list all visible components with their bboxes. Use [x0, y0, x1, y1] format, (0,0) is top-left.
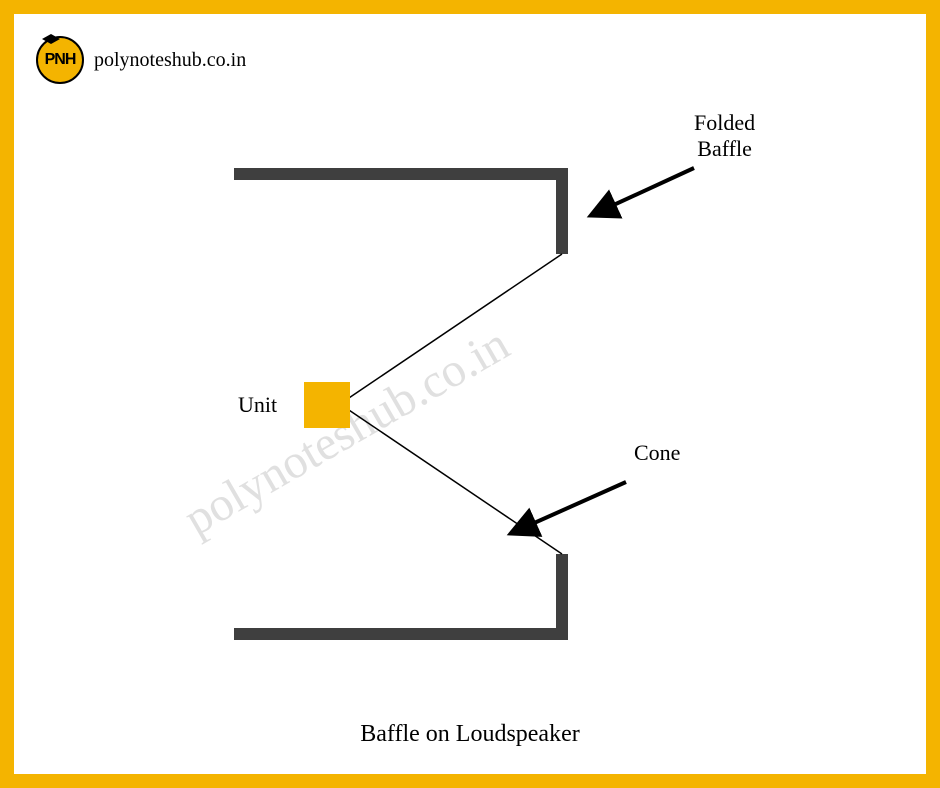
- folded-label-line1: Folded: [694, 110, 755, 135]
- cone-top-line: [340, 254, 562, 404]
- diagram-caption: Baffle on Loudspeaker: [14, 721, 926, 748]
- folded-baffle-arrow: [594, 168, 694, 214]
- cone-bottom-line: [340, 404, 562, 554]
- unit-label: Unit: [238, 392, 277, 418]
- diagram-svg: [14, 14, 926, 774]
- folded-label-line2: Baffle: [697, 136, 752, 161]
- cone-arrow: [514, 482, 626, 532]
- folded-baffle-label: Folded Baffle: [694, 110, 755, 163]
- unit-block: [304, 382, 350, 428]
- diagram-frame: PNH polynoteshub.co.in polynoteshub.co.i…: [0, 0, 940, 788]
- diagram-canvas: Unit Folded Baffle Cone: [14, 14, 926, 774]
- cone-label: Cone: [634, 440, 680, 466]
